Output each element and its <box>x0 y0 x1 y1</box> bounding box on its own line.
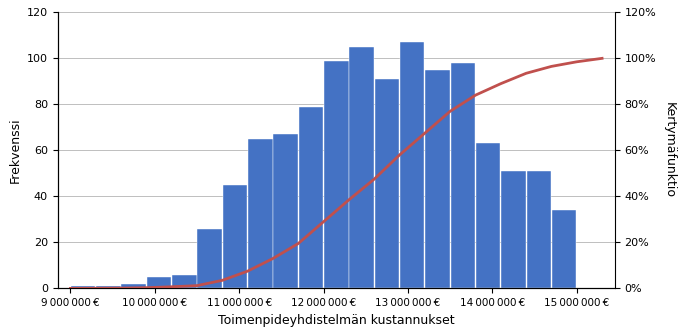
Bar <box>96 286 120 288</box>
Bar <box>476 143 501 288</box>
Bar <box>223 185 247 288</box>
Bar <box>274 134 298 288</box>
Bar <box>248 139 272 288</box>
Bar <box>400 42 425 288</box>
Y-axis label: Kertymäfunktio: Kertymäfunktio <box>663 103 676 198</box>
Bar <box>501 171 526 288</box>
Bar <box>147 277 171 288</box>
Y-axis label: Frekvenssi: Frekvenssi <box>8 118 21 183</box>
Bar <box>198 228 222 288</box>
Bar <box>527 171 551 288</box>
Bar <box>122 284 146 288</box>
X-axis label: Toimenpideyhdistelmän kustannukset: Toimenpideyhdistelmän kustannukset <box>218 314 455 327</box>
Bar <box>172 275 196 288</box>
Bar <box>451 63 475 288</box>
Bar <box>425 70 450 288</box>
Bar <box>299 107 324 288</box>
Bar <box>324 61 349 288</box>
Bar <box>350 47 374 288</box>
Bar <box>70 286 95 288</box>
Bar <box>375 79 399 288</box>
Bar <box>552 210 577 288</box>
